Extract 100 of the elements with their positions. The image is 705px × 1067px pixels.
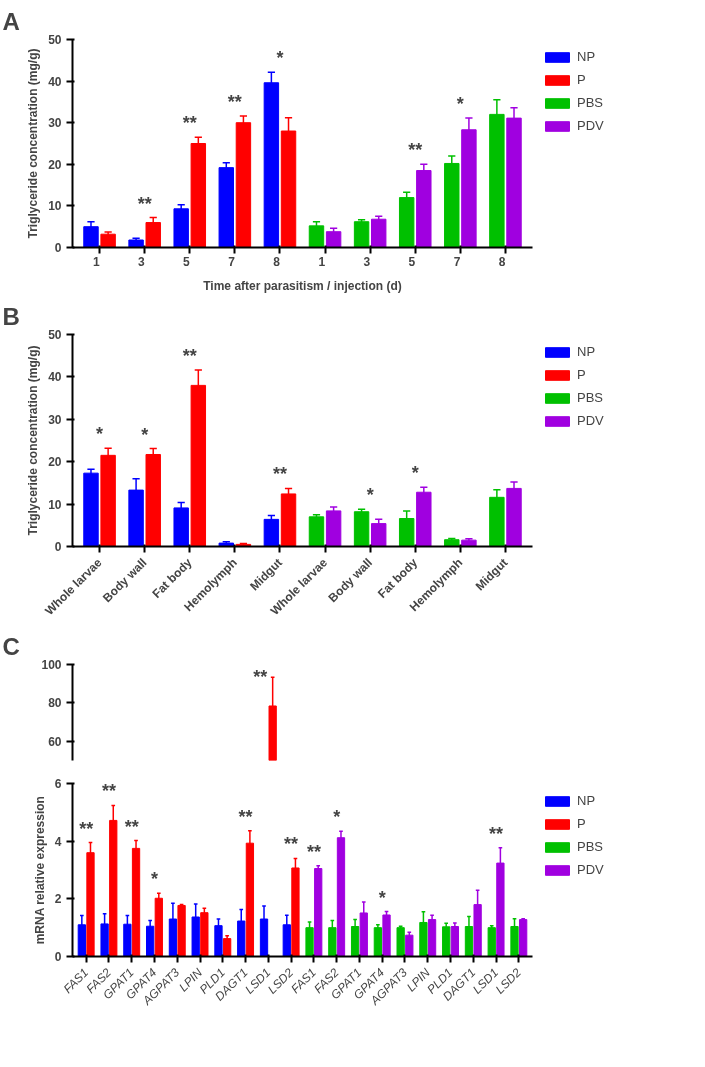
bar [373,927,383,957]
bar [450,926,459,957]
x-tick-label: 3 [363,255,371,269]
annotation: ** [253,667,268,688]
y-tick-label: 50 [48,33,62,47]
legend-label: NP [577,49,597,64]
legend-label: PBS [577,390,604,405]
bar [325,510,342,547]
y-tick-label: 40 [48,370,62,385]
bar [371,523,387,547]
bar [444,539,460,547]
annotation: ** [124,816,139,837]
y-tick-label: 0 [54,241,62,255]
legend-label: PBS [577,839,604,854]
bar [371,218,387,248]
bar [519,919,528,957]
y-axis-title: Triglyceride concentration (mg/g) [26,345,41,536]
legend-label: NP [577,344,597,359]
y-tick-label: 4 [54,834,62,849]
bar [353,511,370,547]
bar [314,868,323,957]
y-tick-label: 30 [48,412,62,427]
y-tick-label: 80 [48,696,62,711]
legend-label: P [577,367,587,382]
bar [325,231,342,248]
y-axis-title: mRNA relative expression [32,796,47,945]
bar [128,239,144,248]
bar [280,493,297,547]
bar [83,226,99,248]
legend-label: P [577,72,587,87]
bar [222,938,232,957]
annotation: * [150,869,158,890]
bar [308,225,325,248]
y-tick-label: 100 [41,658,62,672]
y-tick-label: 50 [48,328,62,342]
x-tick-label: 1 [318,255,326,269]
y-tick-label: 20 [48,455,62,470]
bar [177,904,186,957]
x-tick-label: 5 [408,255,416,269]
bar [398,197,415,248]
annotation: * [96,424,104,445]
x-tick-label: 3 [137,255,145,269]
x-tick-label: 1 [92,255,100,269]
bar [173,507,189,547]
annotation: * [366,485,374,506]
x-tick-label: 7 [228,255,236,269]
annotation: ** [408,140,423,161]
bar [218,167,234,248]
bar [308,516,325,547]
bar [146,925,155,957]
annotation: ** [79,818,94,839]
y-axis-title: Triglyceride concentration (mg/g) [26,48,41,239]
bar [353,221,370,248]
bar [396,927,405,957]
annotation: ** [306,841,321,862]
x-tick-label: 8 [273,255,281,269]
annotation: ** [284,834,299,855]
x-tick-label: 8 [498,255,506,269]
annotation: * [456,94,464,115]
bar [200,912,209,957]
annotation: ** [272,464,287,485]
bar [427,919,437,957]
bar [263,518,280,547]
bar [83,472,99,547]
annotation: * [378,887,386,908]
bar [305,927,314,957]
y-tick-label: 40 [48,74,62,89]
bar [173,208,189,248]
y-tick-label: 10 [48,199,62,214]
y-tick-label: 2 [54,892,62,907]
x-axis-title: Time after parasitism / injection (d) [203,278,402,293]
bar [145,222,161,248]
annotation: * [411,463,419,484]
annotation: ** [137,193,152,214]
y-tick-label: 6 [54,777,62,791]
y-tick-label: 20 [48,157,62,172]
annotation: * [333,807,341,828]
legend-label: P [577,816,587,831]
bar [405,934,414,957]
chart-title: A [2,7,20,35]
legend-label: PDV [577,862,604,877]
annotation: ** [101,781,116,802]
annotation: ** [238,806,253,827]
bar [154,897,163,957]
bar [145,453,161,547]
legend-label: PBS [577,95,604,110]
legend-label: NP [577,793,597,808]
bar [461,539,477,547]
bar [487,927,496,957]
bar [100,233,116,248]
x-tick-label: 7 [453,255,461,269]
annotation: ** [182,346,197,367]
bar [382,914,391,957]
y-tick-label: 10 [48,497,62,512]
annotation: ** [489,823,504,844]
annotation: * [276,48,284,69]
bar [218,542,234,547]
annotation: ** [227,92,242,113]
legend-label: PDV [577,118,604,133]
chart-title: C [2,632,20,660]
